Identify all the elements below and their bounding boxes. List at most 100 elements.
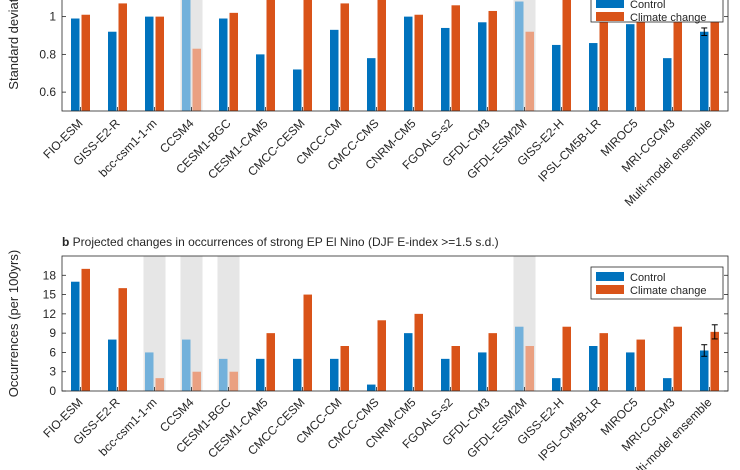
chart-title-text: Projected changes in occurrences of stro… [73, 235, 499, 249]
y-axis-label: Standard deviation [6, 0, 21, 90]
bar-climate-change [525, 31, 534, 112]
bar-control [441, 358, 450, 391]
bar-control [256, 358, 265, 391]
bar-climate-change [303, 0, 312, 111]
highlight-band [217, 256, 240, 391]
bar-control [589, 346, 598, 391]
bar-climate-change [229, 371, 238, 391]
legend-swatch [596, 12, 624, 21]
bar-climate-change [266, 0, 275, 112]
bar-climate-change [451, 346, 460, 391]
bar-control [145, 352, 154, 391]
bar-climate-change [599, 0, 608, 111]
y-tick-label: 18 [43, 268, 57, 282]
bar-control [589, 43, 598, 111]
bar-control [441, 27, 450, 112]
bar-climate-change [229, 12, 238, 112]
panel-label: b [62, 235, 73, 249]
bar-control [256, 54, 265, 111]
bar-climate-change [599, 333, 608, 391]
y-tick-label: 0.8 [39, 47, 56, 61]
bar-climate-change [673, 0, 682, 111]
bar-control [182, 0, 191, 111]
chart-panel-1: 0.60.811.2FIO-ESMGISS-E2-Rbcc-csm1-1-mCC… [6, 0, 729, 209]
bar-climate-change [155, 16, 164, 111]
bar-climate-change [81, 14, 90, 111]
bar-control [700, 350, 709, 391]
bar-climate-change [451, 5, 460, 111]
bar-control [219, 18, 228, 112]
bar-climate-change [673, 326, 682, 391]
axes-box [61, 255, 729, 392]
bar-climate-change [488, 10, 497, 111]
bar-control [182, 339, 191, 391]
bar-control [108, 31, 117, 112]
bar-control [367, 384, 376, 391]
bar-climate-change [377, 320, 386, 391]
bar-climate-change [414, 313, 423, 391]
legend-label: Climate change [630, 285, 706, 297]
bar-control [367, 58, 376, 111]
bar-control [552, 378, 561, 391]
bar-climate-change [155, 378, 164, 391]
bar-control [478, 22, 487, 112]
legend-swatch [596, 272, 624, 281]
bar-control [293, 69, 302, 111]
y-tick-label: 3 [49, 365, 56, 379]
legend-label: Climate change [630, 12, 706, 24]
bar-control [663, 378, 672, 391]
bar-control [219, 358, 228, 391]
bar-climate-change [525, 346, 534, 391]
bar-control [478, 352, 487, 391]
bar-climate-change [488, 333, 497, 391]
bar-control [552, 44, 561, 111]
bar-control [71, 281, 80, 391]
bar-climate-change [414, 14, 423, 111]
bar-control [626, 352, 635, 391]
bar-climate-change [192, 48, 201, 111]
bar-control [71, 18, 80, 112]
bar-climate-change [266, 333, 275, 391]
axes-box [61, 0, 729, 112]
y-tick-label: 0.6 [39, 85, 56, 99]
y-tick-label: 1 [49, 10, 56, 24]
bar-control [330, 358, 339, 391]
y-tick-label: 9 [49, 326, 56, 340]
y-tick-label: 12 [43, 307, 57, 321]
chart-title: b Projected changes in occurrences of st… [62, 235, 499, 249]
bar-climate-change [710, 3, 719, 112]
chart-panel-2: 0369121518FIO-ESMGISS-E2-Rbcc-csm1-1-mCC… [6, 235, 729, 470]
bar-climate-change [377, 0, 386, 112]
y-tick-label: 15 [43, 288, 57, 302]
y-axis-label: Occurrences (per 100yrs) [6, 250, 21, 397]
y-tick-label: 6 [49, 345, 56, 359]
y-tick-label: 0 [49, 384, 56, 398]
legend-label: Control [630, 0, 665, 11]
bar-climate-change [192, 371, 201, 391]
legend-swatch [596, 285, 624, 294]
bar-control [700, 31, 709, 112]
bar-climate-change [118, 288, 127, 391]
bar-control [404, 16, 413, 111]
bar-control [293, 358, 302, 391]
bar-climate-change [562, 0, 571, 112]
bar-climate-change [303, 294, 312, 391]
bar-control [515, 326, 524, 391]
bar-climate-change [340, 3, 349, 112]
bar-control [663, 58, 672, 111]
bar-control [330, 29, 339, 111]
bar-climate-change [636, 339, 645, 391]
bar-control [108, 339, 117, 391]
bar-climate-change [636, 9, 645, 112]
legend-label: Control [630, 272, 665, 284]
bar-climate-change [340, 346, 349, 391]
legend-swatch [596, 0, 624, 8]
bar-climate-change [562, 326, 571, 391]
bar-control [515, 1, 524, 111]
bar-climate-change [118, 3, 127, 112]
bar-control [626, 24, 635, 111]
bar-climate-change [710, 331, 719, 391]
